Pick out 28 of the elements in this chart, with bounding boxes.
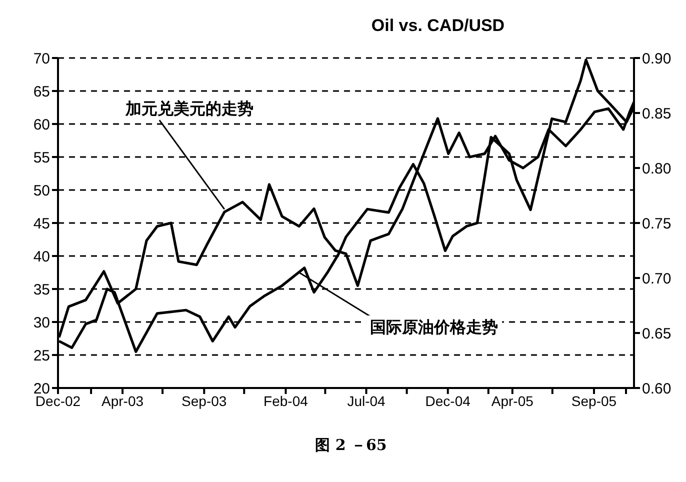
x-tick-label: Apr-05 — [491, 392, 534, 409]
x-tick-label: Apr-03 — [102, 392, 144, 409]
y-tick-label: 55 — [33, 149, 50, 166]
y2-tick-label: 0.70 — [642, 270, 672, 288]
annotation: 加元兑美元的走势 — [124, 99, 254, 118]
x-tick-label: Sep-05 — [571, 392, 617, 409]
annotation: 国际原油价格走势 — [370, 318, 498, 336]
y2-tick-label: 0.65 — [642, 325, 672, 342]
y2-tick-label: 0.75 — [642, 215, 672, 232]
y2-tick-label: 0.85 — [642, 105, 672, 122]
x-tick-label: Sep-03 — [182, 392, 227, 409]
y2-tick-label: 0.60 — [642, 380, 672, 398]
x-tick-label: Dec-04 — [425, 392, 471, 409]
y-tick-label: 60 — [33, 116, 50, 134]
y2-tick-label: 0.80 — [642, 160, 672, 178]
x-tick-label: Feb-04 — [264, 392, 308, 409]
y-tick-label: 45 — [33, 215, 50, 232]
chart-title: Oil vs. CAD/USD — [370, 16, 506, 36]
y-tick-label: 35 — [33, 281, 50, 298]
y-tick-label: 65 — [33, 83, 50, 100]
y-tick-label: 50 — [33, 182, 50, 200]
y-tick-label: 25 — [33, 347, 50, 364]
y-tick-label: 30 — [33, 314, 50, 332]
y2-tick-label: 0.90 — [642, 50, 672, 68]
y-tick-label: 40 — [33, 248, 50, 266]
caption: 图 2 －65 — [314, 436, 388, 455]
x-tick-label: Jul-04 — [347, 392, 386, 409]
y-tick-label: 70 — [33, 50, 50, 68]
